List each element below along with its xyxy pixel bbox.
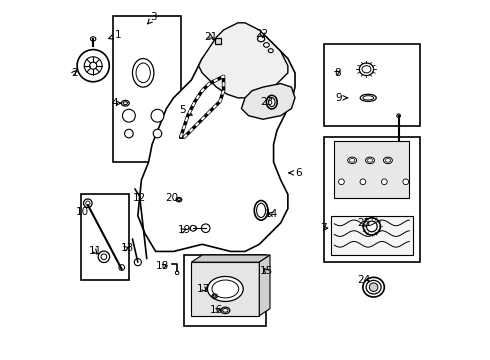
Ellipse shape: [363, 96, 373, 100]
Ellipse shape: [367, 221, 377, 232]
Text: 15: 15: [260, 266, 273, 276]
Ellipse shape: [177, 199, 180, 201]
Ellipse shape: [213, 295, 216, 297]
Circle shape: [134, 258, 142, 266]
Ellipse shape: [362, 66, 371, 73]
Ellipse shape: [136, 63, 150, 83]
Ellipse shape: [368, 158, 373, 162]
Bar: [113, 16, 181, 162]
Bar: [323, 44, 420, 126]
Ellipse shape: [122, 100, 129, 106]
Ellipse shape: [366, 157, 374, 163]
Circle shape: [84, 57, 102, 75]
Text: 18: 18: [156, 261, 170, 271]
Bar: [81, 194, 129, 280]
Bar: [184, 255, 267, 327]
Polygon shape: [192, 262, 259, 316]
Circle shape: [151, 109, 164, 122]
Circle shape: [119, 265, 124, 270]
Circle shape: [201, 224, 210, 233]
Ellipse shape: [363, 218, 380, 235]
Ellipse shape: [212, 280, 239, 298]
Text: 13: 13: [121, 243, 134, 253]
Bar: [215, 38, 221, 44]
Ellipse shape: [123, 102, 127, 105]
Ellipse shape: [221, 307, 230, 314]
Text: 10: 10: [76, 207, 89, 217]
Ellipse shape: [212, 294, 218, 298]
Circle shape: [98, 251, 110, 262]
Ellipse shape: [349, 158, 355, 162]
Polygon shape: [259, 255, 270, 316]
Text: 16: 16: [210, 305, 223, 315]
Ellipse shape: [176, 198, 182, 202]
Circle shape: [101, 254, 107, 260]
Ellipse shape: [359, 63, 373, 76]
Ellipse shape: [91, 37, 96, 41]
Circle shape: [360, 179, 366, 185]
Ellipse shape: [366, 280, 381, 294]
Circle shape: [381, 179, 387, 185]
Text: 20: 20: [165, 193, 178, 203]
Ellipse shape: [264, 42, 270, 47]
Text: 19: 19: [178, 225, 191, 235]
Circle shape: [90, 62, 97, 69]
Polygon shape: [198, 23, 288, 98]
Ellipse shape: [258, 36, 265, 42]
Circle shape: [86, 201, 90, 205]
Ellipse shape: [267, 95, 277, 109]
Ellipse shape: [190, 226, 196, 231]
Circle shape: [339, 179, 344, 185]
Circle shape: [403, 179, 409, 185]
Circle shape: [77, 50, 109, 82]
Ellipse shape: [348, 157, 357, 163]
Ellipse shape: [222, 309, 228, 312]
Text: 24: 24: [357, 275, 370, 285]
Text: 5: 5: [179, 105, 192, 115]
Ellipse shape: [269, 98, 275, 107]
Polygon shape: [242, 84, 295, 119]
Polygon shape: [331, 216, 413, 255]
Text: 17: 17: [197, 284, 211, 294]
Polygon shape: [334, 141, 409, 198]
Text: 12: 12: [133, 193, 146, 203]
Circle shape: [124, 129, 133, 138]
Text: 8: 8: [334, 68, 341, 78]
Text: 4: 4: [111, 98, 121, 108]
Ellipse shape: [363, 277, 384, 297]
Ellipse shape: [397, 114, 400, 117]
Ellipse shape: [257, 203, 266, 217]
Text: 2: 2: [71, 68, 77, 78]
Circle shape: [83, 199, 92, 207]
Ellipse shape: [254, 201, 268, 220]
Text: 23: 23: [260, 97, 273, 107]
Ellipse shape: [207, 276, 243, 301]
Ellipse shape: [132, 59, 154, 87]
Ellipse shape: [175, 271, 179, 275]
Text: 11: 11: [88, 247, 101, 256]
Text: 22: 22: [255, 28, 269, 39]
Text: 7: 7: [320, 223, 328, 233]
Bar: [323, 137, 420, 262]
Text: 9: 9: [335, 93, 348, 103]
Circle shape: [190, 225, 196, 231]
Polygon shape: [138, 30, 295, 251]
Text: 14: 14: [265, 209, 278, 219]
Ellipse shape: [385, 158, 391, 162]
Polygon shape: [192, 255, 270, 262]
Ellipse shape: [360, 94, 376, 102]
Ellipse shape: [268, 49, 273, 53]
Circle shape: [122, 109, 135, 122]
Text: 6: 6: [289, 168, 302, 178]
Text: 3: 3: [147, 13, 157, 24]
Text: 1: 1: [109, 30, 122, 40]
Text: 25: 25: [357, 218, 370, 228]
Circle shape: [153, 129, 162, 138]
Text: 21: 21: [204, 32, 218, 42]
Circle shape: [369, 283, 378, 292]
Ellipse shape: [383, 157, 392, 163]
